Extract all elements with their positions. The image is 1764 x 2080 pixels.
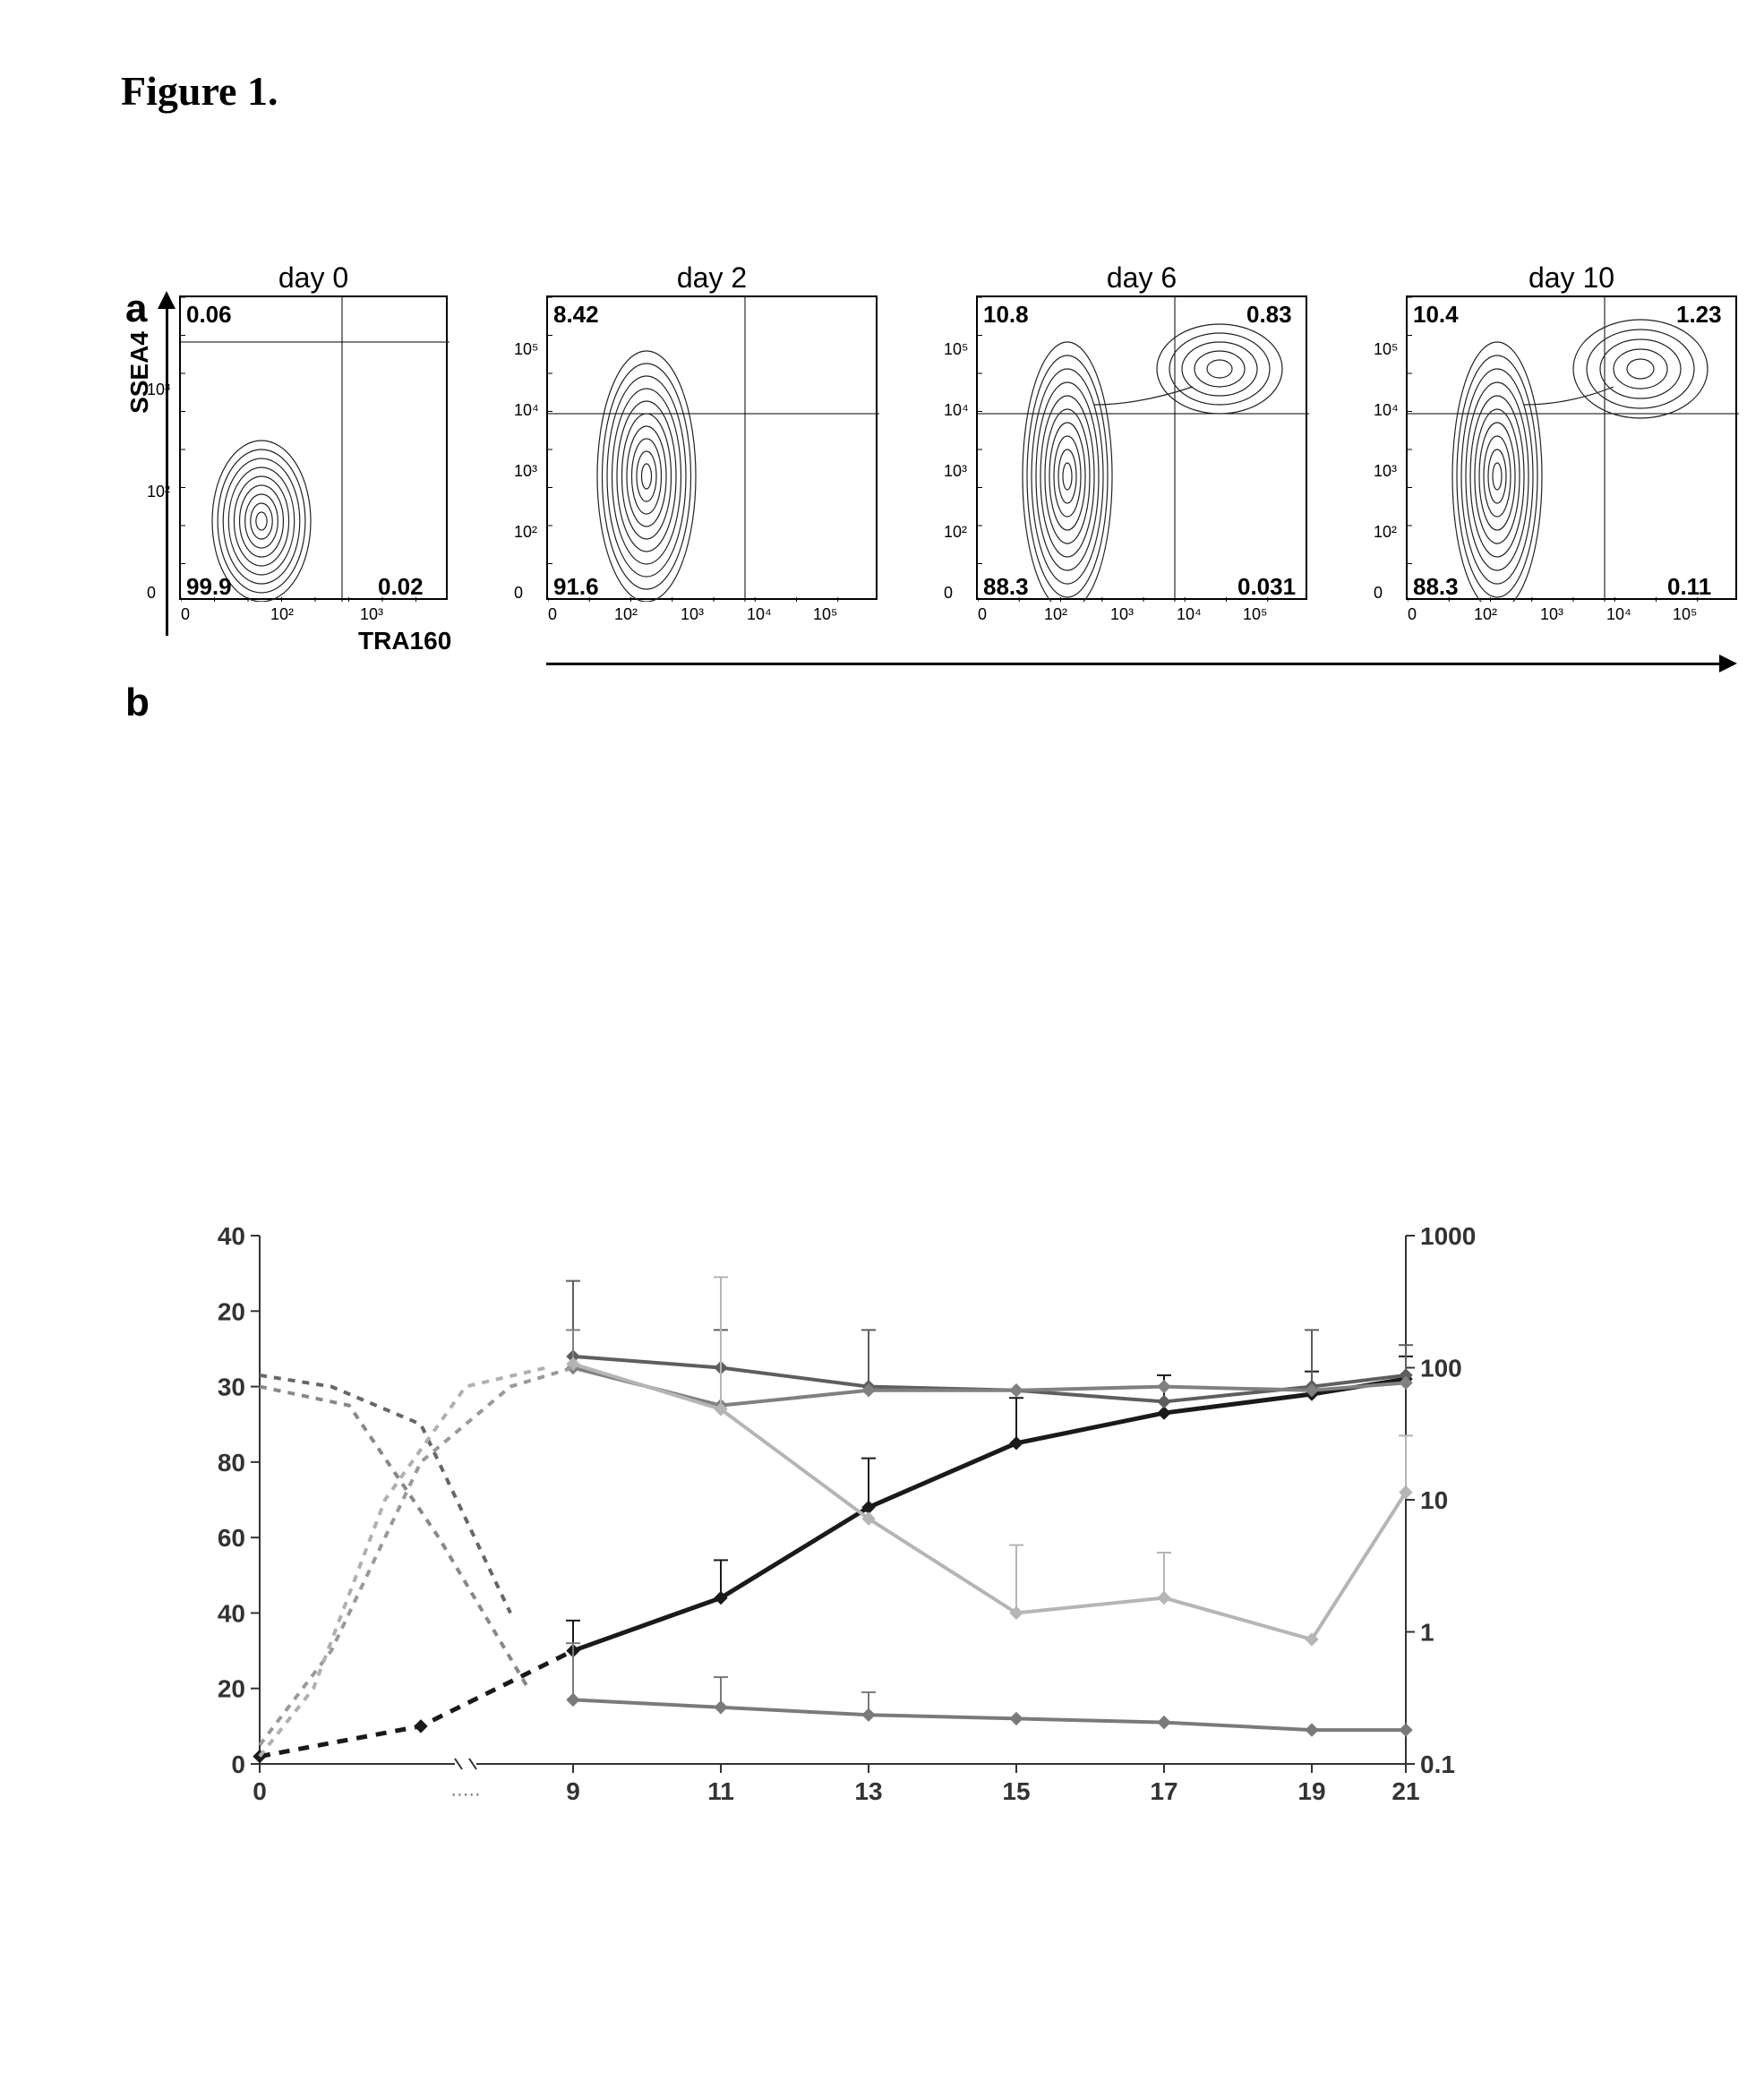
facs-panel-title: day 0 — [181, 261, 446, 295]
svg-text:10: 10 — [1420, 1486, 1448, 1514]
line-chart-svg: 0 20 40 60 80 30 20 40 0.1 1 10 100 1000 0 9 11 13 15 17 19… — [179, 1200, 1486, 1827]
xtick: 10⁴ — [1606, 605, 1631, 624]
facs-panel-title: day 6 — [978, 261, 1306, 295]
ytick: 10³ — [944, 462, 967, 481]
svg-text:13: 13 — [854, 1777, 882, 1805]
ytick: 0 — [514, 584, 523, 603]
svg-text:0: 0 — [253, 1777, 267, 1805]
xtick: 0 — [181, 605, 190, 624]
facs-panel-0: day 00.0699.90.02010²10³010²10³ — [179, 295, 448, 600]
ytick: 10⁵ — [514, 340, 538, 359]
quad-q1: 0.06 — [186, 301, 232, 329]
facs-panel-2: day 610.80.8388.30.031010²10³10⁴10⁵010²1… — [976, 295, 1307, 600]
xtick: 10⁵ — [1243, 605, 1267, 624]
facs-panel-3: day 1010.41.2388.30.11010²10³10⁴10⁵010²1… — [1406, 295, 1737, 600]
ytick: 10³ — [1374, 462, 1397, 481]
svg-text:11: 11 — [707, 1777, 734, 1805]
ytick: 0 — [1374, 584, 1383, 603]
xtick: 10³ — [360, 605, 383, 624]
quad-q1: 10.4 — [1413, 301, 1459, 329]
svg-text:17: 17 — [1150, 1777, 1177, 1805]
svg-text:21: 21 — [1392, 1777, 1419, 1805]
facs-panel-1: day 28.4291.6010²10³10⁴10⁵010²10³10⁴10⁵ — [546, 295, 878, 600]
facs-panel-title: day 10 — [1408, 261, 1735, 295]
svg-text:60: 60 — [218, 1524, 245, 1552]
figure-title: Figure 1. — [121, 67, 278, 115]
quad-q1: 10.8 — [983, 301, 1029, 329]
xtick: 0 — [978, 605, 987, 624]
svg-text:15: 15 — [1002, 1777, 1030, 1805]
x-axis-label-facs: TRA160 — [358, 627, 451, 655]
ytick: 10² — [1374, 523, 1397, 542]
x-arrow-line — [546, 663, 1719, 665]
quad-q4: 0.02 — [378, 573, 424, 601]
svg-text:20: 20 — [218, 1297, 245, 1325]
svg-text:19: 19 — [1297, 1777, 1325, 1805]
xtick: 0 — [1408, 605, 1417, 624]
quad-q3: 91.6 — [553, 573, 599, 601]
quad-q4: 0.031 — [1237, 573, 1296, 601]
facs-panel-title: day 2 — [548, 261, 876, 295]
y-arrow-line — [166, 304, 168, 636]
ytick: 10³ — [514, 462, 537, 481]
ytick: 10³ — [147, 381, 170, 399]
quad-q3: 88.3 — [983, 573, 1029, 601]
svg-text:0.1: 0.1 — [1420, 1750, 1455, 1778]
xtick: 10³ — [1540, 605, 1563, 624]
xtick: 10² — [1474, 605, 1497, 624]
xtick: 10³ — [681, 605, 704, 624]
svg-text:80: 80 — [218, 1449, 245, 1477]
facs-panels: day 00.0699.90.02010²10³010²10³day 28.42… — [179, 295, 1648, 627]
svg-text:40: 40 — [218, 1222, 245, 1250]
quad-q3: 99.9 — [186, 573, 232, 601]
ytick: 10² — [514, 523, 537, 542]
xtick: 10² — [614, 605, 638, 624]
x-arrow-head — [1719, 655, 1737, 672]
panel-a-label: a — [125, 287, 147, 331]
ytick: 10⁴ — [1374, 401, 1399, 420]
quad-q1: 8.42 — [553, 301, 599, 329]
quad-q4: 0.11 — [1667, 573, 1711, 601]
svg-text:40: 40 — [218, 1599, 245, 1627]
ytick: 0 — [147, 584, 156, 603]
svg-text:·····: ····· — [450, 1785, 480, 1804]
xtick: 10² — [270, 605, 294, 624]
xtick: 0 — [548, 605, 557, 624]
svg-text:1000: 1000 — [1420, 1222, 1476, 1250]
xtick: 10⁵ — [813, 605, 837, 624]
svg-text:1: 1 — [1420, 1619, 1434, 1647]
xtick: 10⁴ — [747, 605, 772, 624]
line-chart: 0 20 40 60 80 30 20 40 0.1 1 10 100 1000 0 9 11 13 15 17 19… — [179, 1200, 1486, 1827]
ytick: 10⁵ — [1374, 340, 1398, 359]
quad-q3: 88.3 — [1413, 573, 1459, 601]
ytick: 10² — [944, 523, 967, 542]
svg-text:100: 100 — [1420, 1355, 1462, 1382]
ytick: 0 — [944, 584, 953, 603]
svg-text:30: 30 — [218, 1374, 245, 1401]
quad-q2: 0.83 — [1246, 301, 1292, 329]
ytick: 10² — [147, 483, 170, 501]
ytick: 10⁴ — [514, 401, 539, 420]
xtick: 10³ — [1110, 605, 1134, 624]
quad-q2: 1.23 — [1676, 301, 1722, 329]
ytick: 10⁵ — [944, 340, 968, 359]
y-axis-label-facs: SSEA4 — [125, 331, 154, 414]
xtick: 10⁴ — [1177, 605, 1202, 624]
svg-text:20: 20 — [218, 1675, 245, 1703]
y-arrow-head — [158, 291, 176, 309]
ytick: 10⁴ — [944, 401, 969, 420]
svg-text:0: 0 — [231, 1750, 245, 1778]
svg-text:9: 9 — [566, 1777, 580, 1805]
panel-b-label: b — [125, 680, 150, 725]
xtick: 10² — [1044, 605, 1067, 624]
xtick: 10⁵ — [1673, 605, 1697, 624]
